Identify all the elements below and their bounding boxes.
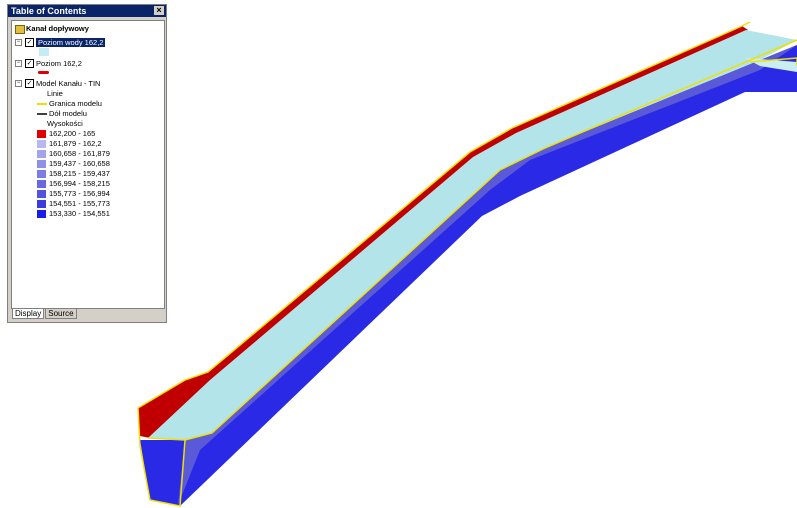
class-label: 160,658 - 161,879 [49, 149, 110, 158]
water-swatch [39, 48, 49, 56]
class-swatch [37, 180, 46, 188]
expander[interactable]: − [15, 60, 22, 67]
class-label: 156,994 - 158,215 [49, 179, 110, 188]
title-bar: Table of Contents × [8, 5, 166, 17]
class-label: 161,879 - 162,2 [49, 139, 102, 148]
class-label: 155,773 - 156,994 [49, 189, 110, 198]
line-swatch [37, 103, 47, 105]
layer-label[interactable]: Poziom wody 162,2 [36, 38, 105, 47]
window-title: Table of Contents [11, 6, 86, 16]
class-swatch [37, 200, 46, 208]
tab[interactable]: Source [45, 308, 76, 319]
close-button[interactable]: × [154, 6, 164, 15]
class-label: 158,215 - 159,437 [49, 169, 110, 178]
channel-body [140, 45, 797, 506]
page: Table of Contents× Kanał dopływowy−✓Pozi… [0, 0, 797, 508]
root-label: Kanał dopływowy [26, 24, 89, 33]
layer-label[interactable]: Poziom 162,2 [36, 59, 82, 68]
toc-list: Kanał dopływowy−✓Poziom wody 162,2−✓Pozi… [11, 20, 165, 309]
checkbox[interactable]: ✓ [25, 38, 34, 47]
level-swatch [38, 71, 49, 74]
tab[interactable]: Display [12, 308, 44, 319]
line-label: Granica modelu [49, 99, 102, 108]
class-swatch [37, 190, 46, 198]
root-icon [15, 25, 25, 34]
class-label: 153,330 - 154,551 [49, 209, 110, 218]
line-swatch [37, 113, 47, 115]
checkbox[interactable]: ✓ [25, 59, 34, 68]
class-swatch [37, 130, 46, 138]
line-label: Dół modelu [49, 109, 87, 118]
legend-heading: Linie [47, 89, 63, 98]
class-swatch [37, 160, 46, 168]
class-swatch [37, 140, 46, 148]
channel-slope [178, 45, 797, 505]
toc-window: Table of Contents× Kanał dopływowy−✓Pozi… [7, 4, 167, 323]
expander[interactable]: − [15, 80, 22, 87]
layer-label[interactable]: Model Kanału - TIN [36, 79, 100, 88]
class-label: 162,200 - 165 [49, 129, 95, 138]
class-swatch [37, 170, 46, 178]
expander[interactable]: − [15, 39, 22, 46]
class-swatch [37, 150, 46, 158]
class-label: 154,551 - 155,773 [49, 199, 110, 208]
class-label: 159,437 - 160,658 [49, 159, 110, 168]
legend-heading: Wysokości [47, 119, 83, 128]
checkbox[interactable]: ✓ [25, 79, 34, 88]
class-swatch [37, 210, 46, 218]
